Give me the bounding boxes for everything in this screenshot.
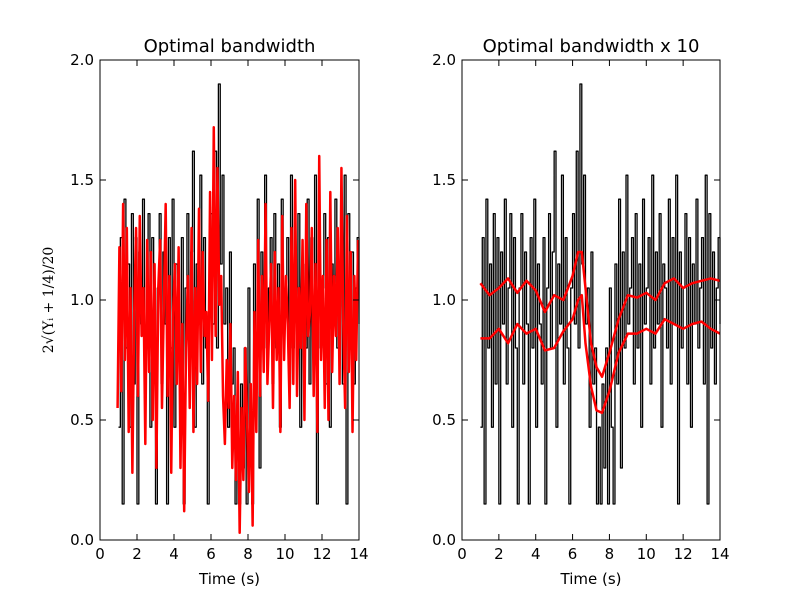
right-chart-y-tick-label: 0.0	[432, 531, 456, 549]
right-chart-x-tick-label: 12	[674, 545, 693, 563]
right-chart-plot	[479, 83, 721, 505]
left-chart-x-tick-label: 12	[312, 545, 331, 563]
right-chart-x-tick-label: 2	[494, 545, 504, 563]
left-chart-x-tick-label: 0	[95, 545, 105, 563]
right-chart-y-tick-label: 1.5	[432, 171, 456, 189]
left-chart-series-estimate-line	[116, 125, 360, 535]
left-chart-y-tick-label: 0.5	[70, 411, 94, 429]
right-chart-x-ticks: 0 2 4 6 8 10 12 14	[457, 60, 730, 563]
left-chart-title: Optimal bandwidth	[144, 36, 316, 57]
left-chart-y-tick-label: 1.0	[70, 291, 94, 309]
left-chart-x-tick-label: 8	[243, 545, 253, 563]
right-chart-x-tick-label: 10	[637, 545, 656, 563]
right-chart-y-tick-label: 1.0	[432, 291, 456, 309]
right-chart-x-tick-label: 4	[531, 545, 541, 563]
right-chart: Optimal bandwidth x 10 0 2 4 6 8 10 12 14 0.00.…	[432, 36, 729, 588]
right-chart-y-ticks: 0.0 0.5 1.0 1.5 2.0	[432, 51, 720, 549]
right-chart-x-tick-label: 0	[457, 545, 467, 563]
left-chart-x-ticks: 0 2 4 6 8 10 12 14	[95, 60, 369, 563]
left-chart-x-tick-label: 6	[206, 545, 216, 563]
left-chart-x-tick-label: 10	[275, 545, 294, 563]
right-chart-y-tick-label: 2.0	[432, 51, 456, 69]
right-chart-x-axis-label: Time (s)	[560, 570, 622, 588]
left-chart-x-tick-label: 14	[349, 545, 368, 563]
left-chart-y-tick-label: 0.0	[70, 531, 94, 549]
left-chart: Optimal bandwidth 0 2 4 6 8 10 12 14 0.0 0.5 1.0 1…	[41, 36, 369, 588]
right-chart-x-tick-label: 14	[710, 545, 729, 563]
right-chart-series-data-line	[480, 83, 721, 505]
left-chart-y-tick-label: 2.0	[70, 51, 94, 69]
right-chart-x-tick-label: 8	[605, 545, 615, 563]
left-chart-plot	[116, 83, 360, 535]
right-chart-x-tick-label: 6	[568, 545, 578, 563]
left-chart-y-ticks: 0.0 0.5 1.0 1.5 2.0	[70, 51, 359, 549]
left-chart-x-tick-label: 4	[169, 545, 179, 563]
left-chart-y-axis-label: 2√(Yᵢ + 1/4)/20	[41, 247, 57, 354]
left-chart-x-axis-label: Time (s)	[198, 570, 260, 588]
left-chart-y-tick-label: 1.5	[70, 171, 94, 189]
left-chart-x-tick-label: 2	[132, 545, 142, 563]
right-chart-series-upper-line	[479, 250, 721, 379]
right-chart-y-tick-label: 0.5	[432, 411, 456, 429]
right-chart-title: Optimal bandwidth x 10	[483, 36, 700, 57]
right-chart-series-lower-line	[480, 293, 721, 415]
